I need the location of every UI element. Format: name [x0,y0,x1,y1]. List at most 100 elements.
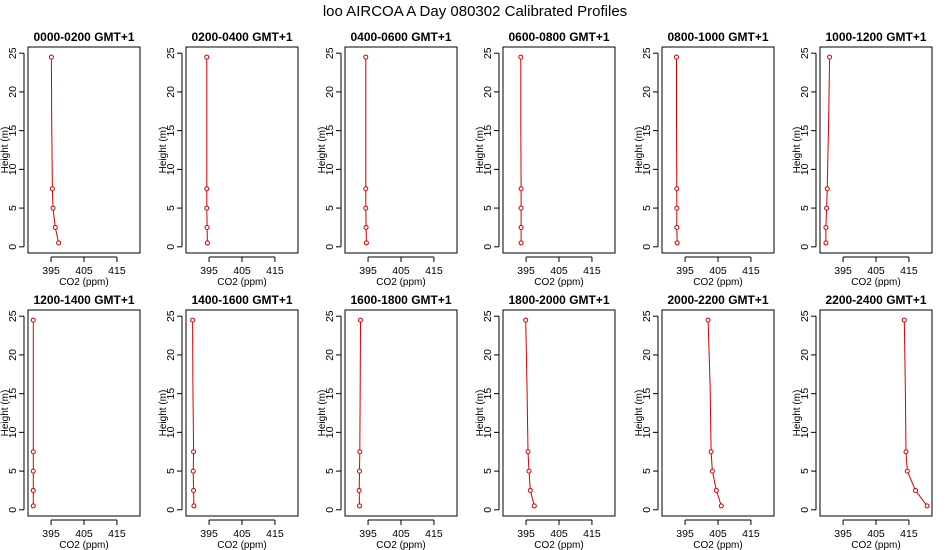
y-tick-label: 0 [165,244,177,250]
y-tick-label: 15 [7,125,19,137]
profile-point [718,503,724,509]
profile-point [904,468,910,474]
profile-point [531,503,537,509]
profile-point [204,186,210,192]
profile-point [674,224,680,230]
y-tick-label: 5 [482,468,494,474]
y-tick-label: 5 [165,205,177,211]
x-tick-label: 395 [834,528,852,540]
panel-title: 2200-2400 GMT+1 [825,293,926,307]
x-tick-label: 395 [359,265,377,277]
x-tick-label: 415 [900,265,918,277]
y-tick-label: 5 [482,205,494,211]
y-tick-label: 25 [641,47,653,59]
y-axis-label: Height (m) [158,390,169,437]
x-axis-label: CO2 (ppm) [376,540,425,550]
y-tick-label: 5 [799,468,811,474]
y-tick-label: 20 [482,86,494,98]
figure-title: loo AIRCOA A Day 080302 Calibrated Profi… [323,3,627,20]
profile-point [204,224,210,230]
profile-point [518,224,524,230]
y-axis-label: Height (m) [792,390,803,437]
y-tick-label: 10 [641,426,653,438]
x-axis-label: CO2 (ppm) [693,277,742,288]
y-axis-label: Height (m) [634,390,645,437]
plot-frame [661,46,775,254]
profile-line [825,57,831,243]
x-tick-label: 415 [266,265,284,277]
x-tick-label: 395 [676,528,694,540]
y-tick-label: 0 [641,507,653,513]
profile-point [363,240,369,246]
y-tick-label: 20 [324,349,336,361]
y-tick-label: 5 [324,468,336,474]
y-tick-label: 0 [482,507,494,513]
profile-point [713,487,719,493]
x-tick-label: 395 [517,265,535,277]
x-tick-label: 395 [42,265,60,277]
plot-frame [185,309,299,517]
x-tick-label: 415 [425,528,443,540]
plot-frame [344,46,458,254]
profile-point [823,240,829,246]
y-tick-label: 15 [482,125,494,137]
y-tick-label: 20 [7,349,19,361]
profile-line [707,320,722,507]
x-tick-label: 415 [108,528,126,540]
x-tick-label: 415 [425,265,443,277]
x-tick-label: 405 [233,528,251,540]
profile-point [49,186,55,192]
y-axis-label: Height (m) [0,390,11,437]
y-tick-label: 10 [799,163,811,175]
profile-point [523,317,529,323]
x-tick-label: 405 [709,265,727,277]
y-tick-label: 10 [165,426,177,438]
y-axis-label: Height (m) [158,127,169,174]
panel-title: 0400-0600 GMT+1 [350,30,451,44]
profile-point [824,186,830,192]
profile-point [674,240,680,246]
profile-point [191,487,197,493]
y-tick-label: 10 [482,426,494,438]
panel-title: 0000-0200 GMT+1 [33,30,134,44]
profile-point [518,54,524,60]
profile-point [357,449,363,455]
profile-point [924,503,930,509]
x-tick-label: 395 [834,265,852,277]
y-tick-label: 10 [799,426,811,438]
plot-frame [185,46,299,254]
y-axis-label: Height (m) [317,390,328,437]
x-tick-label: 405 [392,528,410,540]
y-tick-label: 25 [324,47,336,59]
x-axis-label: CO2 (ppm) [851,277,900,288]
y-axis-label: Height (m) [0,127,11,174]
y-tick-label: 25 [165,47,177,59]
x-tick-label: 405 [75,265,93,277]
profile-point [363,186,369,192]
x-tick-label: 405 [75,528,93,540]
x-tick-label: 405 [392,265,410,277]
profile-point [363,224,369,230]
x-tick-label: 405 [867,528,885,540]
y-tick-label: 5 [641,468,653,474]
x-tick-label: 395 [517,528,535,540]
x-tick-label: 405 [550,265,568,277]
x-tick-label: 405 [709,528,727,540]
profile-point [903,449,909,455]
x-axis-label: CO2 (ppm) [693,540,742,550]
y-tick-label: 15 [165,125,177,137]
profile-point [674,205,680,211]
y-tick-label: 10 [482,163,494,175]
profile-point [518,186,524,192]
panel-title: 0800-1000 GMT+1 [667,30,768,44]
profile-point [356,503,362,509]
y-tick-label: 25 [482,47,494,59]
profile-line [50,57,60,244]
x-axis-label: CO2 (ppm) [534,277,583,288]
profile-point [30,487,36,493]
profile-line [676,57,678,243]
